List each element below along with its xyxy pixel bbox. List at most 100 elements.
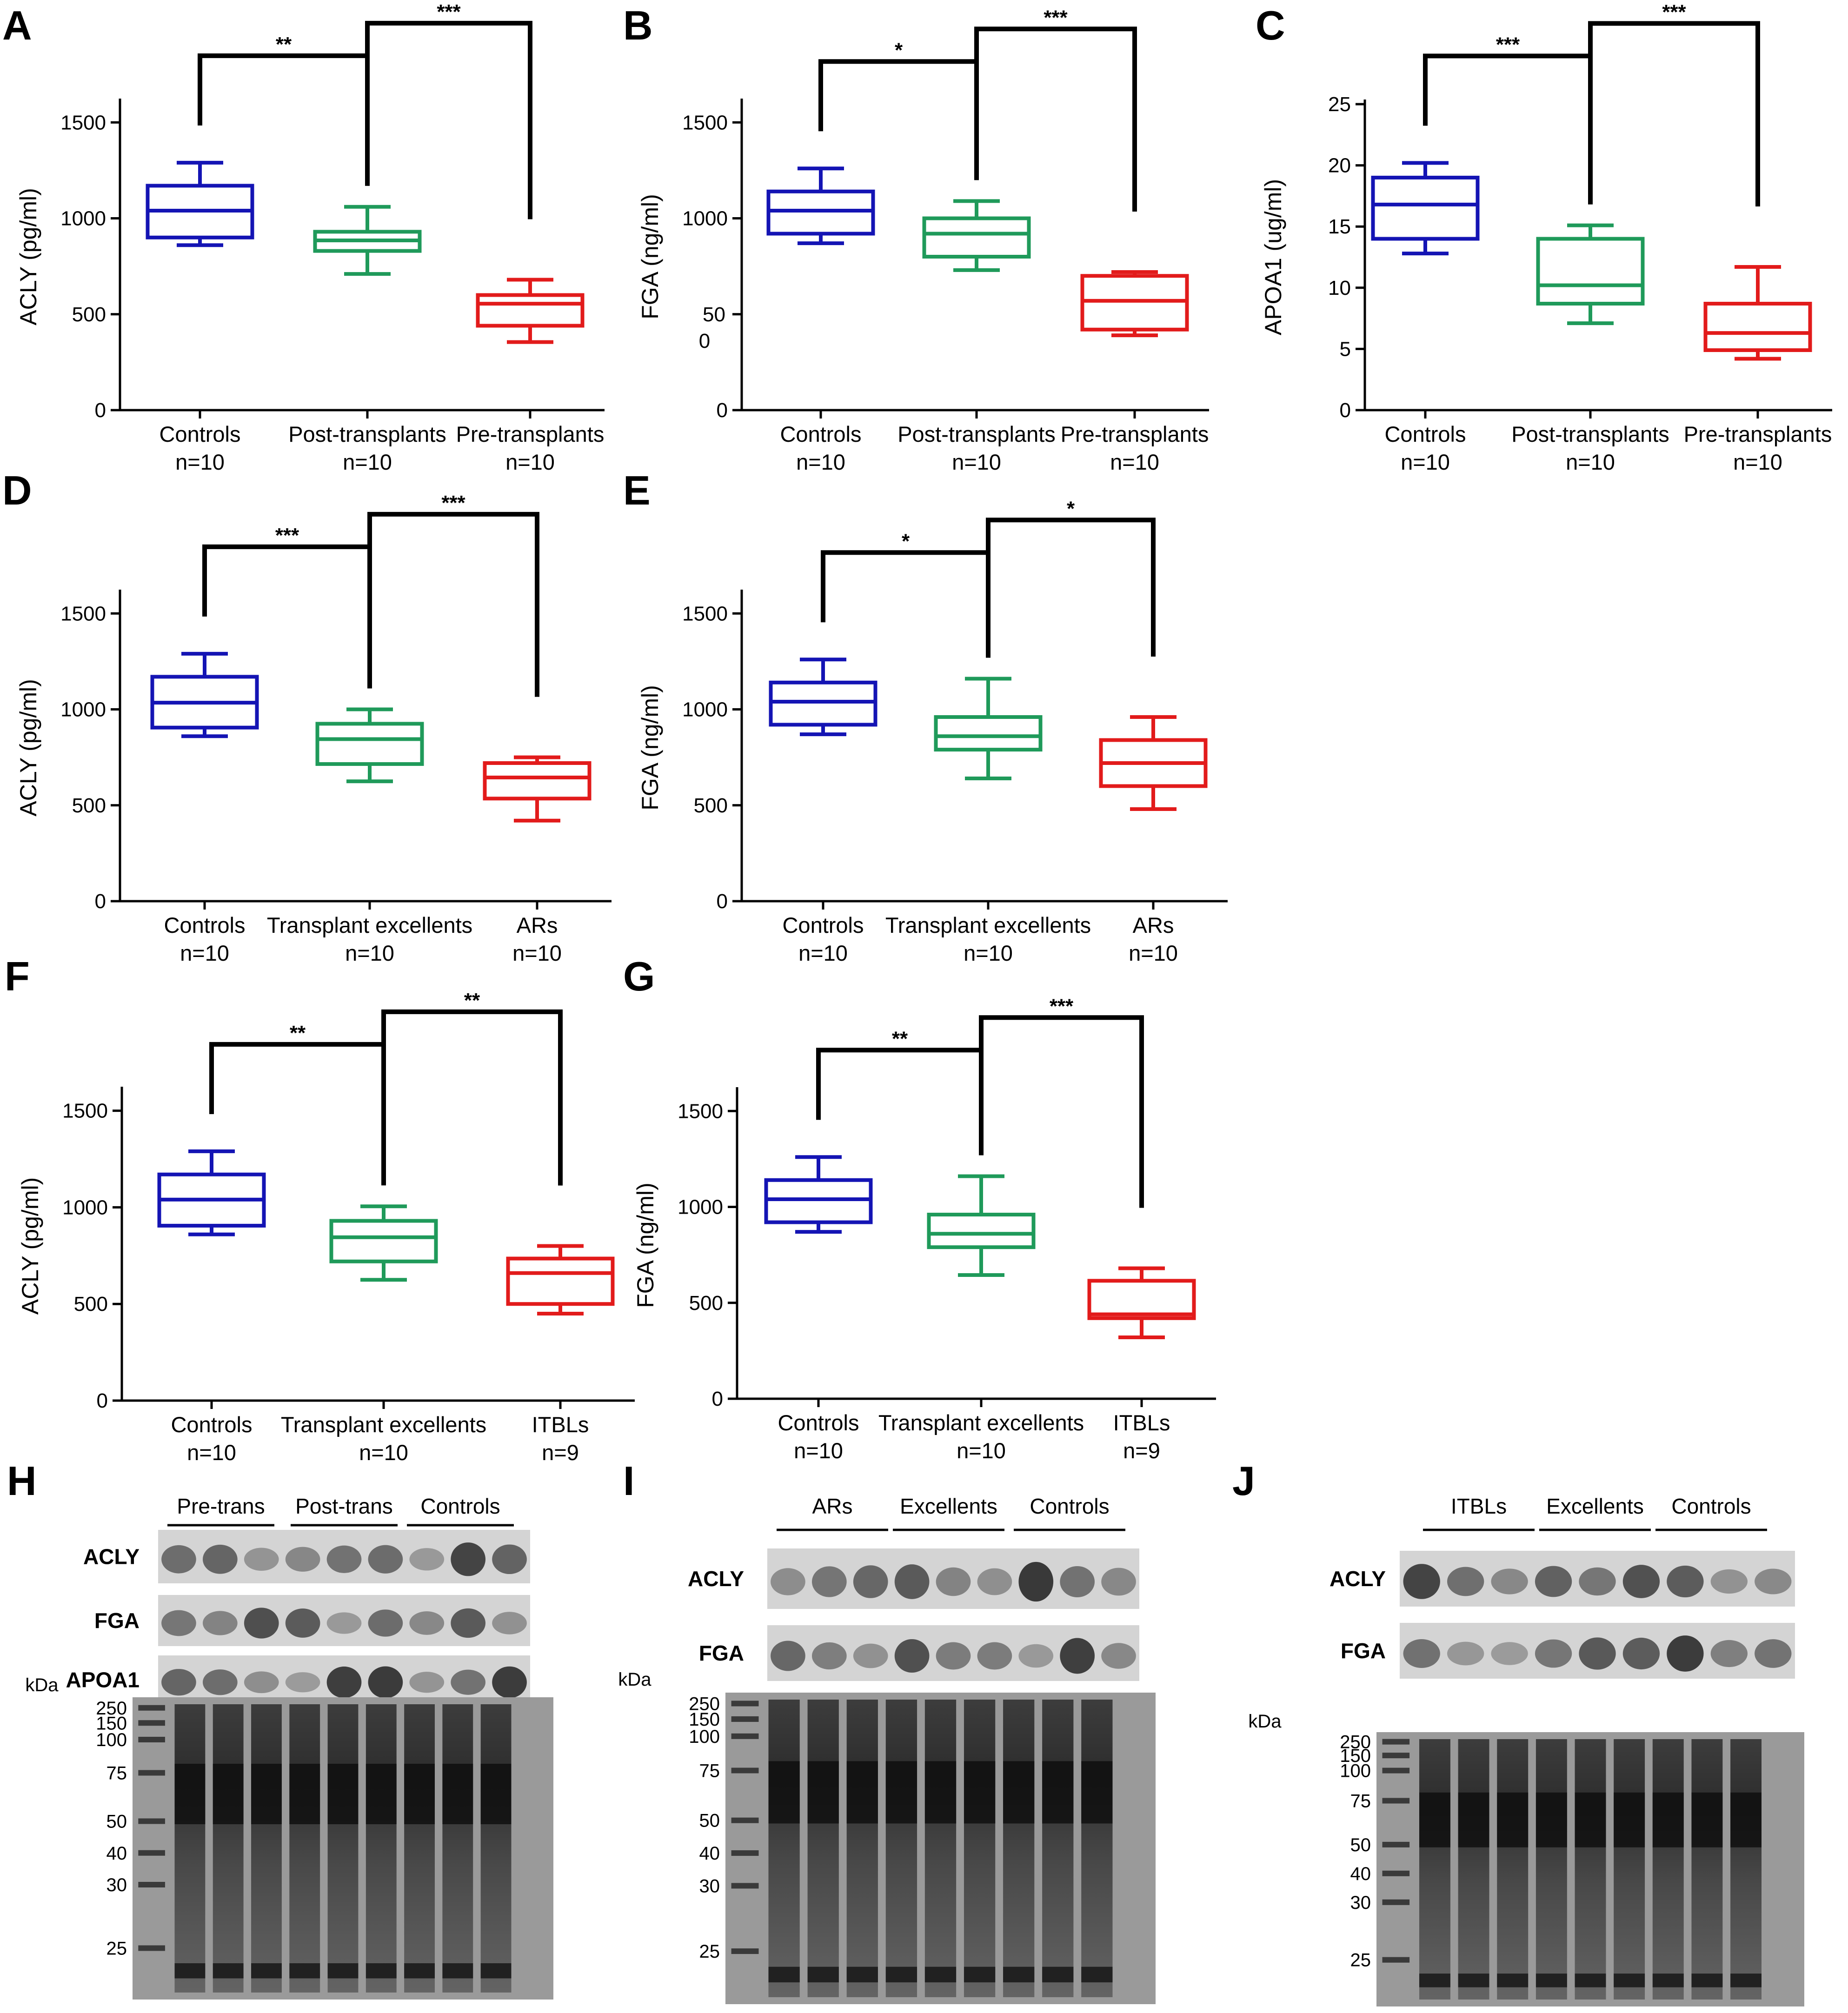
band — [285, 1608, 320, 1638]
iqr-box — [764, 1178, 873, 1224]
box-controls — [157, 1149, 266, 1236]
iqr-box — [922, 216, 1031, 259]
gel-lane — [1042, 1700, 1074, 1997]
marker-band — [138, 1705, 165, 1711]
band — [368, 1666, 403, 1698]
band — [1447, 1641, 1484, 1666]
band — [368, 1609, 403, 1637]
low-band — [327, 1963, 359, 1979]
albumin-band — [885, 1761, 917, 1824]
marker-band — [138, 1945, 165, 1951]
x-category-label: Controls — [780, 422, 861, 446]
marker-band — [138, 1720, 165, 1726]
marker-size-label: 25 — [106, 1939, 127, 1959]
marker-band — [1382, 1870, 1410, 1876]
band — [492, 1612, 527, 1634]
panel-label: F — [5, 953, 30, 999]
x-category-n: n=10 — [1401, 450, 1450, 474]
marker-band — [731, 1701, 759, 1707]
y-tick-label: 1500 — [682, 602, 728, 625]
y-tick-label: 500 — [74, 1293, 108, 1315]
box-controls — [764, 1155, 873, 1234]
bracket-0-1 — [209, 1042, 384, 1114]
band — [977, 1642, 1012, 1670]
band — [1579, 1637, 1616, 1670]
x-category-n: n=10 — [957, 1438, 1006, 1463]
low-band — [1003, 1966, 1035, 1983]
y-tick-label: 0 — [712, 1388, 723, 1410]
gel-lane — [1652, 1739, 1684, 2000]
box-controls — [769, 658, 877, 737]
blot-strip-acly: ACLY — [688, 1548, 1139, 1609]
marker-band — [731, 1733, 759, 1739]
panel-label: D — [2, 467, 32, 513]
x-category-label: Post-transplants — [288, 422, 446, 446]
marker-band — [1382, 1798, 1410, 1804]
marker-band — [1382, 1957, 1410, 1963]
protein-label: ACLY — [83, 1545, 140, 1569]
protein-label: FGA — [94, 1608, 140, 1633]
bracket-0-1 — [818, 59, 977, 132]
gel-lane — [289, 1704, 320, 1993]
low-band — [1081, 1966, 1113, 1983]
marker-band — [1382, 1739, 1410, 1745]
albumin-band — [213, 1764, 244, 1824]
band — [244, 1608, 279, 1639]
albumin-band — [1652, 1792, 1684, 1847]
iqr-box — [1371, 175, 1480, 241]
band — [492, 1544, 527, 1575]
box-controls — [146, 160, 254, 247]
band — [1710, 1640, 1748, 1668]
panel-label: J — [1232, 1458, 1255, 1504]
bracket-0-1 — [198, 53, 367, 126]
albumin-band — [1614, 1792, 1645, 1847]
band — [1403, 1564, 1440, 1599]
x-category-n: n=10 — [175, 450, 225, 474]
x-category-n: n=10 — [180, 941, 229, 965]
gel-lane — [480, 1704, 512, 1993]
bracket-0-1 — [1423, 53, 1590, 126]
x-category-n: n=9 — [1123, 1438, 1160, 1463]
y-axis-label: ACLY (pg/ml) — [15, 679, 41, 816]
blot-group-label: Controls — [1030, 1494, 1109, 1518]
y-tick-label: 500 — [689, 1292, 723, 1315]
significance-brackets: *** *** — [1423, 0, 1760, 207]
low-band — [1042, 1966, 1074, 1983]
bracket-0-1 — [202, 544, 370, 617]
band — [409, 1672, 445, 1693]
band — [771, 1568, 805, 1595]
band — [161, 1545, 196, 1574]
albumin-band — [1419, 1792, 1450, 1847]
y-tick-label: 1000 — [60, 698, 106, 721]
box-itbls — [1087, 1266, 1196, 1339]
y-tick-label: 1500 — [60, 111, 106, 134]
band — [1755, 1568, 1792, 1594]
western-blot-panels: H Pre-trans Post-trans Controls ACLY FGA APOA1… — [7, 1458, 1804, 2006]
gel-lane — [768, 1700, 800, 1997]
iqr-box — [766, 189, 875, 236]
bracket-1-2 — [367, 512, 539, 697]
low-band — [404, 1963, 435, 1979]
x-category-n: n=9 — [542, 1440, 579, 1465]
albumin-band — [1575, 1792, 1606, 1847]
marker-band — [731, 1850, 759, 1856]
marker-size-label: 30 — [699, 1876, 720, 1896]
y-tick-label: 1500 — [60, 602, 106, 625]
band — [492, 1666, 527, 1698]
y-tick-label: 10 — [1328, 277, 1351, 299]
albumin-band — [289, 1764, 320, 1824]
significance-label: *** — [1496, 33, 1520, 56]
albumin-band — [1536, 1792, 1567, 1847]
band — [1622, 1637, 1660, 1670]
blot-panel-j: J ITBLs Excellents Controls ACLY FGA kDa 250150… — [1232, 1458, 1804, 2006]
y-tick-label: 500 — [694, 794, 728, 817]
x-category-label: Post-transplants — [897, 422, 1056, 446]
band — [771, 1641, 805, 1671]
panel-label: I — [623, 1458, 634, 1504]
albumin-band — [768, 1761, 800, 1824]
band — [1710, 1569, 1748, 1594]
x-category-n: n=10 — [359, 1440, 408, 1465]
band — [1667, 1565, 1704, 1598]
y-tick-label: 0 — [717, 399, 728, 422]
